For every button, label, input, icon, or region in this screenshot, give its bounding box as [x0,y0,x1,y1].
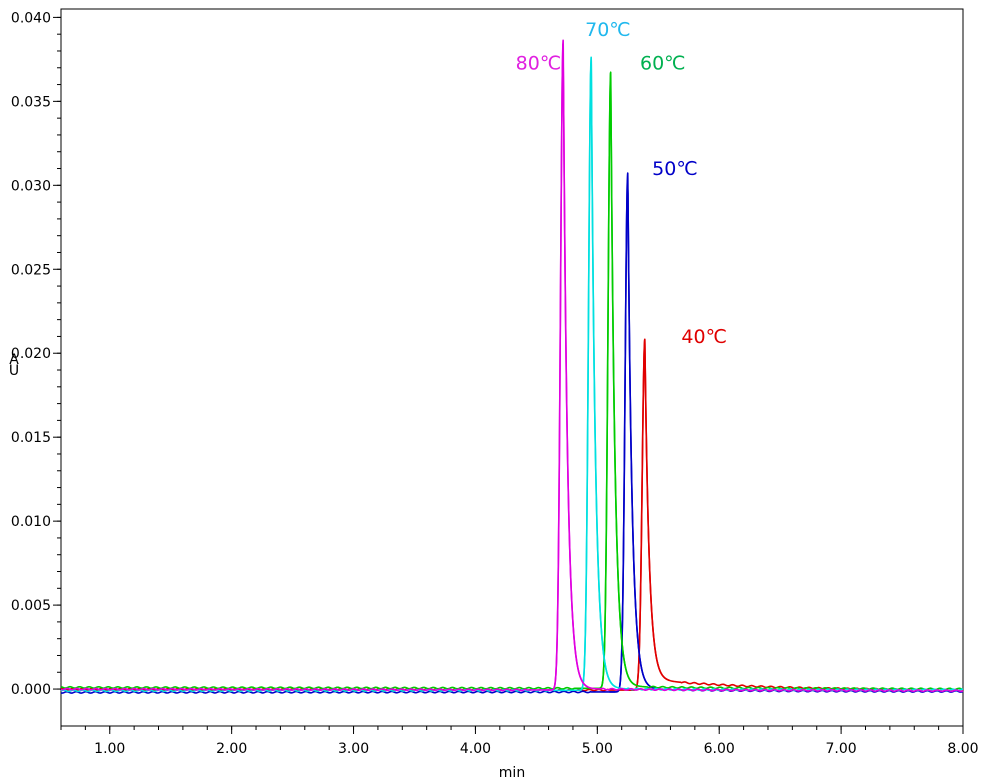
series-group [60,39,964,694]
peak-label-40c: 40℃ [681,326,727,348]
x-axis-label: min [499,765,525,781]
annotations: 80℃ 70℃ 60℃ 50℃ 40℃ [516,19,727,348]
peak-label-60c: 60℃ [640,52,686,74]
y-tick-label: 0.030 [11,178,51,194]
series-80c-peak [544,39,589,691]
x-tick-label: 1.00 [94,741,125,757]
series-60c-line [60,72,964,691]
x-tick-label: 4.00 [460,741,491,757]
y-tick-label: 0.015 [11,430,51,446]
x-tick-label: 6.00 [704,741,735,757]
x-tick-labels: 1.00 2.00 3.00 4.00 5.00 6.00 7.00 8.00 [94,741,978,757]
peak-label-80c: 80℃ [516,52,562,74]
peak-label-70c: 70℃ [585,19,631,41]
series-70c-line [60,58,964,693]
x-tick-label: 8.00 [947,741,978,757]
y-tick-label: 0.000 [11,682,51,698]
y-tick-labels: 0.000 0.005 0.010 0.015 0.020 0.025 0.030 0.035… [11,10,51,698]
y-tick-label: 0.020 [11,346,51,362]
peak-label-50c: 50℃ [652,158,698,180]
series-50c-line [60,180,964,694]
x-tick-label: 2.00 [216,741,247,757]
series-80c-line [60,43,964,693]
y-tick-label: 0.010 [11,514,51,530]
series-70c-peak [572,56,617,692]
tick-marks [53,16,964,734]
x-tick-label: 7.00 [826,741,857,757]
x-tick-label: 5.00 [582,741,613,757]
series-50c-peak [608,172,653,693]
x-tick-label: 3.00 [338,741,369,757]
y-tick-label: 0.025 [11,262,51,278]
plot-frame [60,8,964,727]
series-40c-line [60,338,964,692]
y-tick-label: 0.005 [11,598,51,614]
y-tick-label: 0.035 [11,94,51,110]
y-tick-label: 0.040 [11,10,51,26]
